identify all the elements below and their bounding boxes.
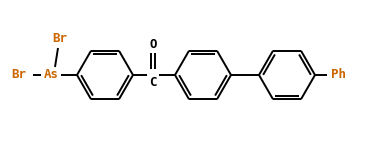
Text: Br: Br [52,32,67,45]
Text: Ph: Ph [331,68,346,82]
Text: O: O [149,37,157,51]
Text: Br: Br [12,68,27,82]
Text: C: C [149,76,157,89]
Text: As: As [44,68,59,82]
